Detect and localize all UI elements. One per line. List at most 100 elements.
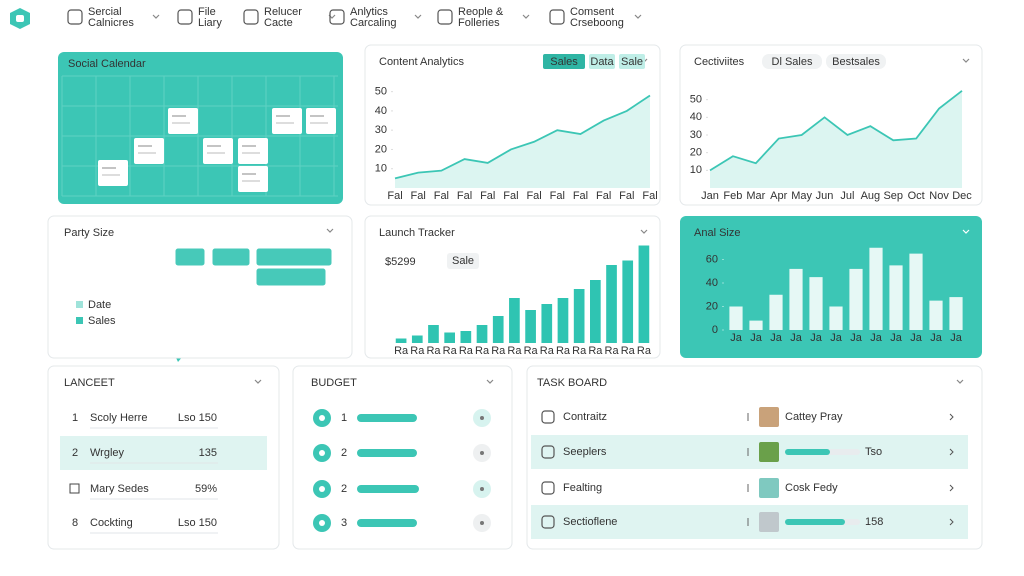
task-person: Cattey Pray	[785, 411, 843, 423]
panel-title: Party Size	[64, 227, 114, 239]
y-tick-label: 20	[706, 300, 718, 312]
toggle-button[interactable]	[543, 54, 585, 69]
calendar-event	[306, 108, 336, 134]
row-action-dot	[480, 416, 484, 420]
x-tick-label: Jan	[701, 190, 719, 202]
panel-title: BUDGET	[311, 377, 357, 389]
row-arrow[interactable]	[949, 484, 954, 492]
avatar	[759, 478, 779, 498]
chevron	[640, 229, 648, 234]
row-arrow[interactable]	[949, 448, 954, 456]
calendar-event	[238, 166, 268, 192]
row-arrow[interactable]	[949, 518, 954, 526]
x-tick-label: Ra	[621, 345, 636, 357]
nav-item-label: Relucer	[264, 6, 302, 18]
avatar	[759, 442, 779, 462]
budget-bar	[357, 449, 417, 457]
chevron	[152, 14, 160, 19]
panel	[292, 365, 513, 550]
y-tick-label: 30	[375, 124, 387, 136]
task-person: Cosk Fedy	[785, 482, 838, 494]
toggle-button[interactable]	[619, 54, 645, 69]
toggle-button[interactable]	[589, 54, 615, 69]
x-tick-label: Jun	[816, 190, 834, 202]
map-card	[255, 267, 327, 287]
bar	[411, 335, 423, 343]
row-arrow[interactable]	[949, 413, 954, 421]
task-icon	[541, 481, 555, 495]
progress-bar	[785, 519, 845, 525]
bar	[909, 253, 923, 330]
x-tick-label: Ra	[588, 345, 603, 357]
nav-item-label: Liary	[198, 17, 222, 29]
y-tick-label: 20	[375, 143, 387, 155]
row-number: 2	[341, 483, 347, 495]
x-tick-label: Apr	[770, 190, 787, 202]
nav-item-label: Carcaling	[350, 17, 396, 29]
bar	[460, 331, 472, 343]
avatar	[759, 407, 779, 427]
y-tick-label: 40	[706, 277, 718, 289]
checkbox[interactable]	[69, 483, 80, 494]
nav-item-label: Comsent	[570, 6, 614, 18]
y-tick-label: 40	[375, 105, 387, 117]
row-number: 8	[72, 517, 78, 529]
bar	[829, 306, 843, 330]
x-tick-label: Ja	[770, 332, 783, 344]
x-tick-label: Nov	[929, 190, 949, 202]
row-value: 135	[199, 447, 217, 459]
x-tick-label: Ra	[410, 345, 425, 357]
x-tick-label: Fal	[596, 190, 611, 202]
chevron	[486, 379, 494, 384]
y-tick-label: 20	[690, 147, 702, 159]
chevron	[254, 379, 262, 384]
x-tick-label: Ra	[605, 345, 620, 357]
bar	[573, 289, 585, 343]
x-tick-label: Fal	[387, 190, 402, 202]
row-name: Scoly Herre	[90, 412, 147, 424]
x-tick-label: Sep	[883, 190, 903, 202]
y-tick-label: 50	[690, 94, 702, 106]
x-tick-label: Ja	[930, 332, 943, 344]
nav-icon	[177, 9, 193, 25]
badge	[447, 253, 479, 269]
nav-item-label: Sercial	[88, 6, 122, 18]
row-highlight	[531, 435, 968, 469]
task-name: Sectioflene	[563, 516, 617, 528]
nav-icon	[67, 9, 83, 25]
row-name: Mary Sedes	[90, 483, 149, 495]
row-icon-dot	[319, 450, 325, 456]
logo[interactable]	[10, 8, 30, 29]
nav-icon	[329, 9, 345, 25]
legend-swatch	[76, 301, 83, 308]
bar	[395, 338, 407, 343]
chevron	[326, 228, 334, 233]
chevron	[522, 14, 530, 19]
row-name: Wrgley	[90, 447, 125, 459]
x-tick-label: Ra	[524, 345, 539, 357]
x-tick-label: Fal	[434, 190, 449, 202]
toggle-button[interactable]	[762, 54, 822, 69]
x-tick-label: Fal	[503, 190, 518, 202]
x-tick-label: Ra	[540, 345, 555, 357]
nav-item-label: File	[198, 6, 216, 18]
x-tick-label: Ja	[750, 332, 763, 344]
row-action-dot	[480, 521, 484, 525]
bar	[809, 277, 823, 330]
x-tick-label: Ra	[637, 345, 652, 357]
nav-icon	[437, 9, 453, 25]
bar	[557, 298, 569, 343]
row-highlight	[531, 505, 968, 539]
x-tick-label: Ja	[890, 332, 903, 344]
y-tick-label: 0	[712, 324, 718, 336]
row-icon-dot	[319, 520, 325, 526]
toggle-button[interactable]	[826, 54, 886, 69]
x-tick-label: Fal	[526, 190, 541, 202]
x-tick-label: Ra	[426, 345, 441, 357]
bar	[929, 300, 943, 330]
nav-icon	[243, 9, 259, 25]
x-tick-label: Ra	[491, 345, 506, 357]
y-tick-label: 60	[706, 253, 718, 265]
row-icon-dot	[319, 415, 325, 421]
progress-label: 158	[865, 516, 883, 528]
